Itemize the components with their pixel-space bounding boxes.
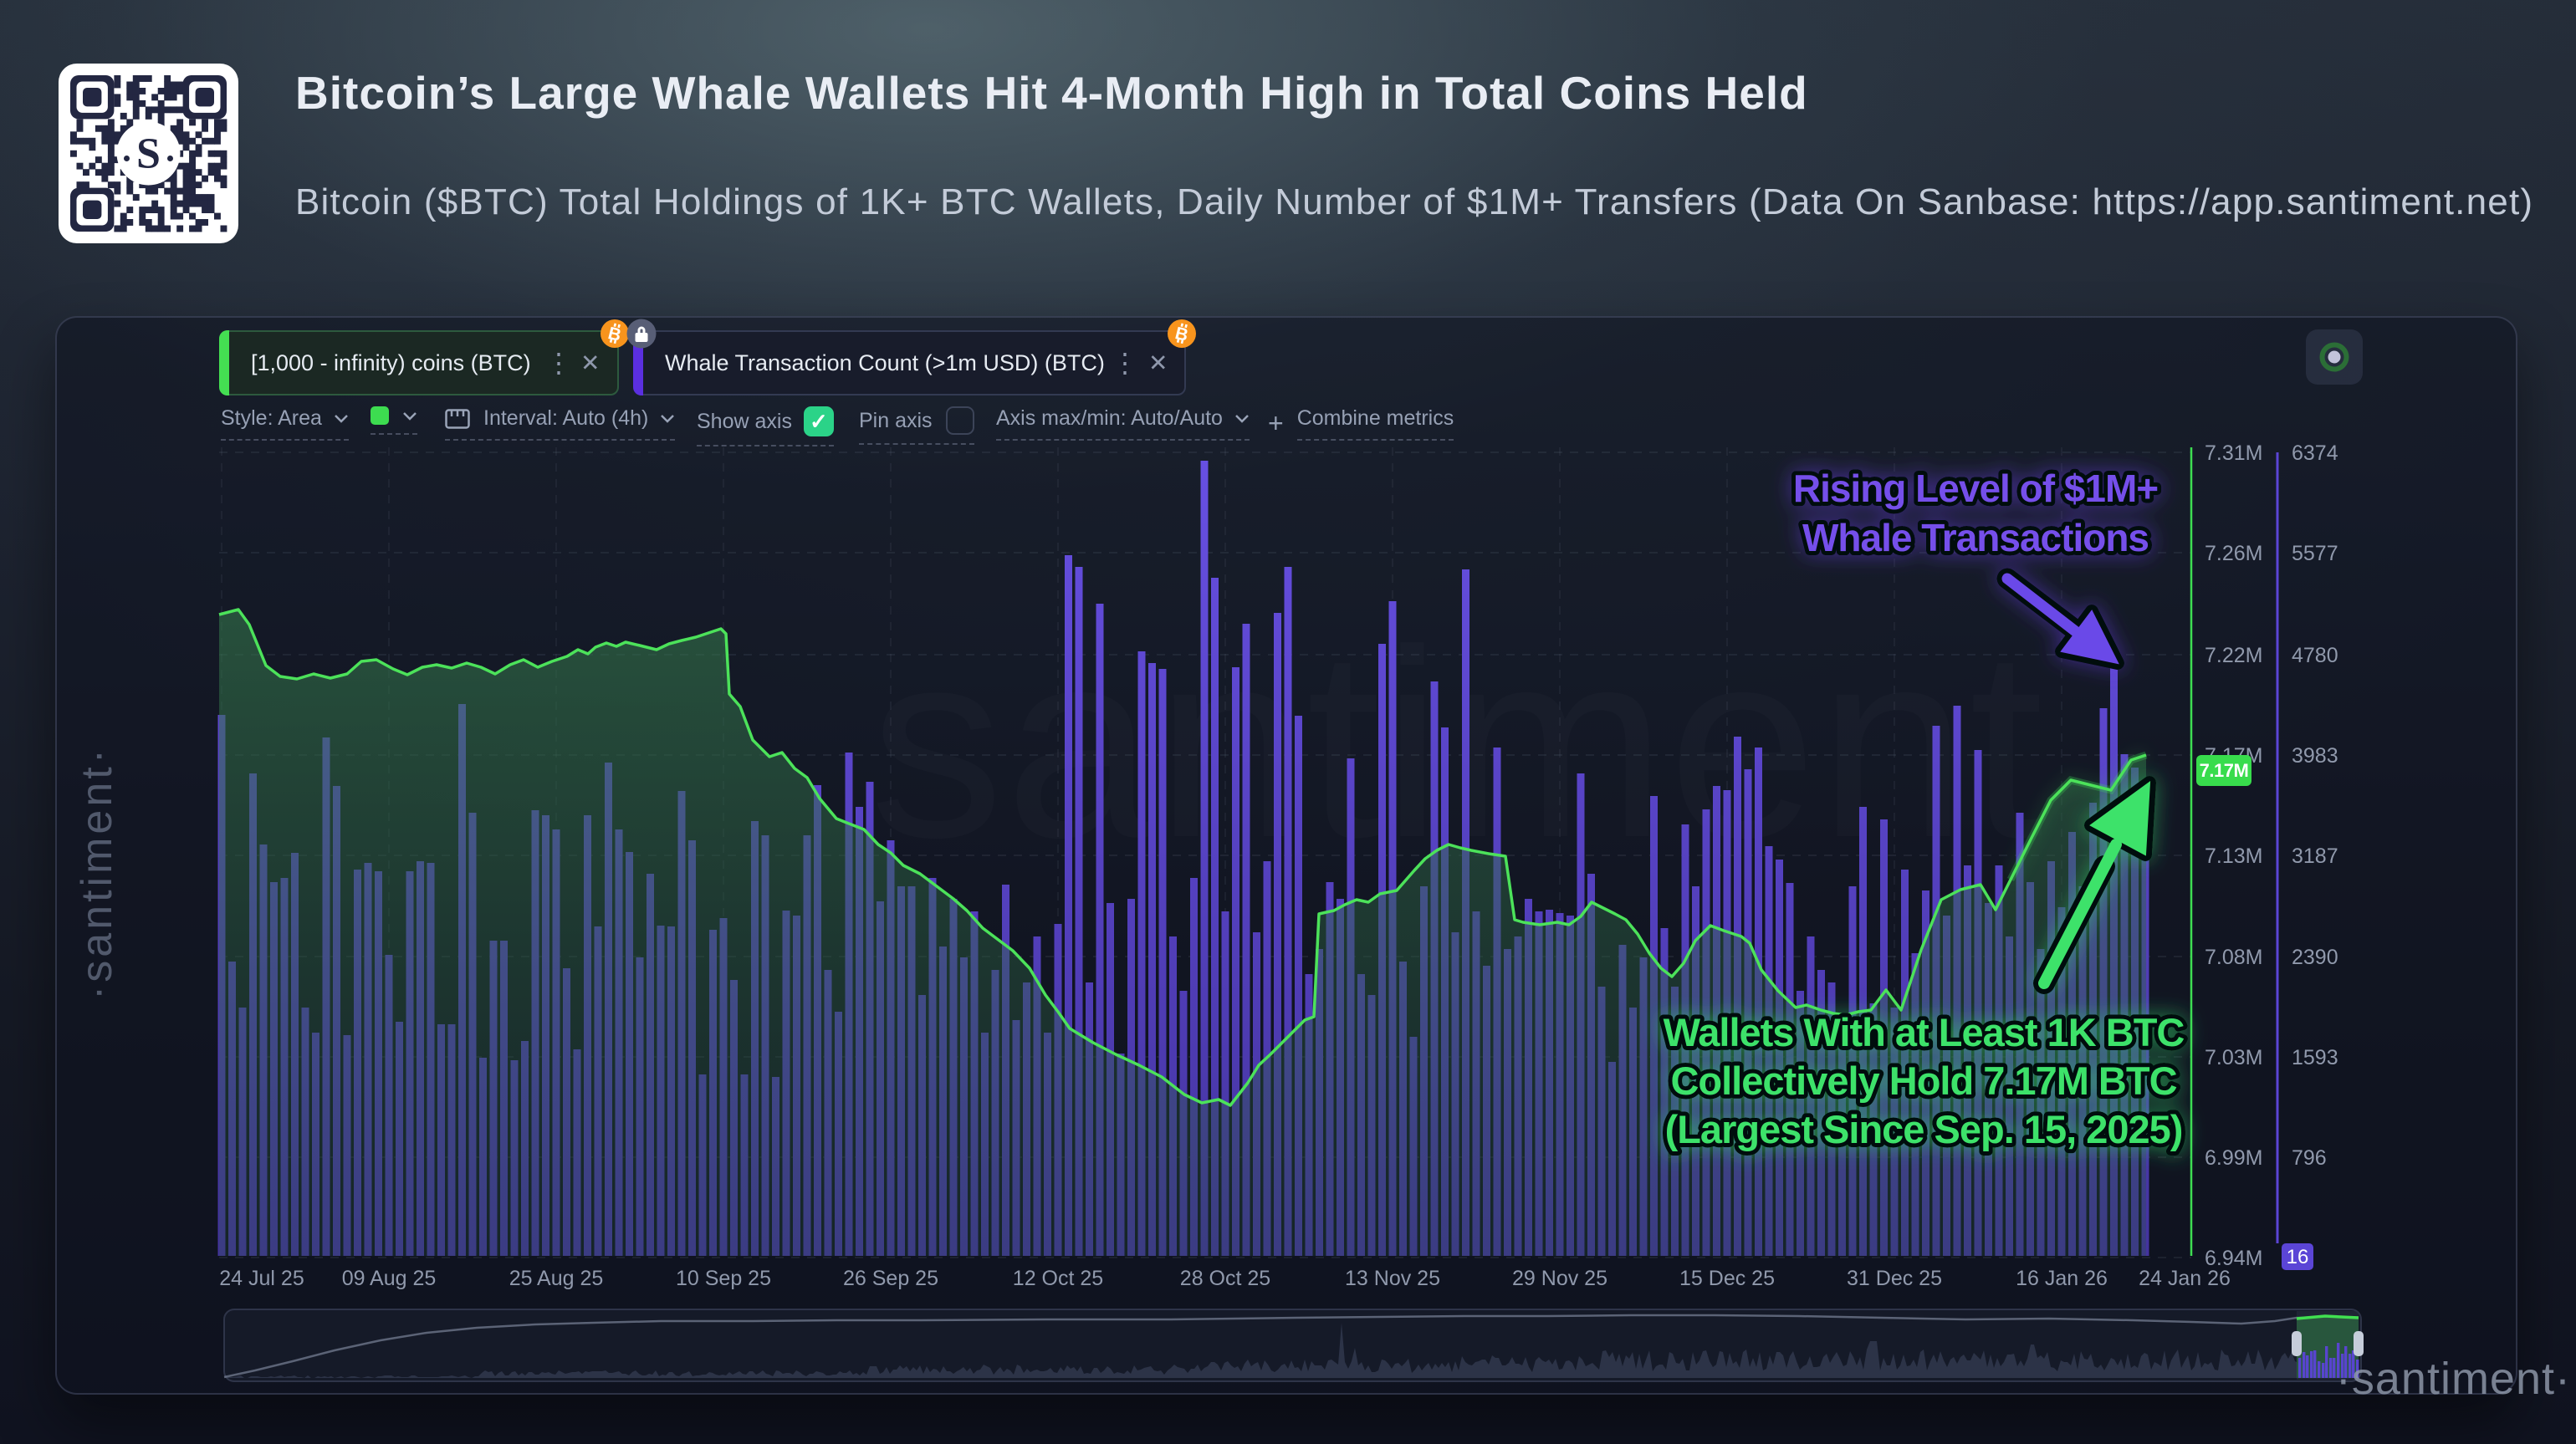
svg-text:28 Oct 25: 28 Oct 25 [1180, 1267, 1270, 1290]
svg-text:796: 796 [2292, 1146, 2327, 1170]
svg-text:2390: 2390 [2292, 946, 2338, 969]
svg-text:7.13M: 7.13M [2205, 844, 2262, 868]
svg-text:7.31M: 7.31M [2205, 441, 2262, 465]
svg-text:16: 16 [2287, 1246, 2309, 1268]
svg-text:26 Sep 25: 26 Sep 25 [843, 1267, 938, 1290]
svg-text:7.22M: 7.22M [2205, 644, 2262, 667]
svg-text:S: S [136, 130, 161, 178]
svg-text:7.03M: 7.03M [2205, 1046, 2262, 1069]
svg-text:5577: 5577 [2292, 542, 2338, 565]
svg-text:6374: 6374 [2292, 441, 2338, 465]
svg-text:7.08M: 7.08M [2205, 946, 2262, 969]
svg-text:24 Jul 25: 24 Jul 25 [219, 1267, 304, 1290]
svg-text:12 Oct 25: 12 Oct 25 [1013, 1267, 1103, 1290]
svg-text:25 Aug 25: 25 Aug 25 [509, 1267, 604, 1290]
svg-text:4780: 4780 [2292, 644, 2338, 667]
svg-text:13 Nov 25: 13 Nov 25 [1345, 1267, 1440, 1290]
svg-text:6.94M: 6.94M [2205, 1247, 2262, 1270]
svg-text:7.26M: 7.26M [2205, 542, 2262, 565]
svg-text:15 Dec 25: 15 Dec 25 [1679, 1267, 1775, 1290]
svg-text:24 Jan 26: 24 Jan 26 [2139, 1267, 2231, 1290]
svg-text:1593: 1593 [2292, 1046, 2338, 1069]
svg-text:3983: 3983 [2292, 744, 2338, 768]
svg-text:09 Aug 25: 09 Aug 25 [342, 1267, 437, 1290]
svg-text:16 Jan 26: 16 Jan 26 [2016, 1267, 2108, 1290]
svg-text:31 Dec 25: 31 Dec 25 [1847, 1267, 1942, 1290]
svg-text:29 Nov 25: 29 Nov 25 [1512, 1267, 1607, 1290]
svg-text:10 Sep 25: 10 Sep 25 [676, 1267, 771, 1290]
svg-text:6.99M: 6.99M [2205, 1146, 2262, 1170]
svg-text:7.17M: 7.17M [2200, 760, 2249, 781]
svg-text:3187: 3187 [2292, 844, 2338, 868]
